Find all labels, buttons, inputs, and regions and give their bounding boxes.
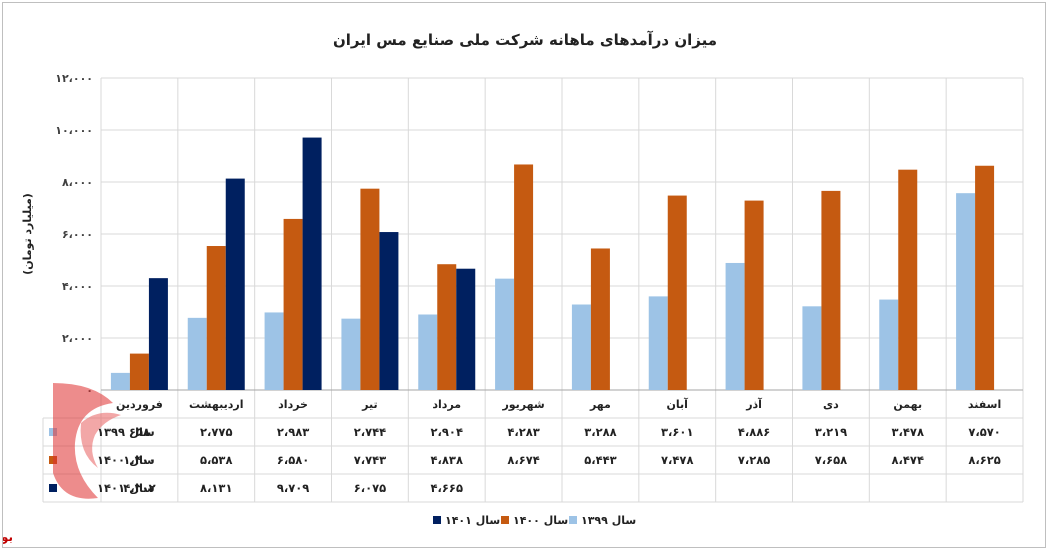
data-label: ۲،۹۸۳ [277, 425, 309, 439]
data-label: ۴،۲۸۳ [507, 425, 539, 439]
y-tick-label: ۸،۰۰۰ [62, 176, 93, 189]
category-label: شهریور [501, 398, 544, 411]
table-legend-key [49, 484, 57, 492]
bar-2-6 [514, 164, 534, 390]
bar-3-3 [302, 137, 322, 390]
table-series-name: سال ۱۳۹۹ [97, 425, 155, 439]
chart-title: میزان درآمدهای ماهانه شرکت ملی صنایع مس … [333, 31, 717, 49]
bar-1-4 [341, 318, 361, 390]
bar-2-10 [821, 190, 841, 390]
data-label: ۹،۷۰۹ [277, 481, 309, 495]
data-label: ۵،۵۳۸ [200, 453, 232, 467]
y-tick-label: ۴،۰۰۰ [62, 280, 93, 293]
bar-3-2 [225, 178, 245, 390]
bar-1-3 [264, 312, 284, 390]
bar-2-12 [975, 165, 995, 390]
data-label: ۳،۲۱۹ [815, 425, 847, 439]
category-label: فروردین [116, 398, 163, 411]
bar-1-6 [495, 278, 515, 390]
category-label: مهر [589, 398, 611, 411]
bar-3-4 [379, 232, 399, 390]
y-tick-label: ۱۲،۰۰۰ [55, 72, 93, 85]
data-label: ۳،۴۷۸ [892, 425, 924, 439]
bar-1-5 [418, 314, 438, 390]
data-label: ۳،۶۰۱ [661, 425, 693, 439]
y-tick-label: ۱۰،۰۰۰ [55, 124, 93, 137]
data-label: ۸،۶۷۴ [507, 453, 539, 467]
category-label: مرداد [432, 398, 461, 411]
data-label: ۵،۴۴۳ [584, 453, 616, 467]
category-label: دی [823, 398, 839, 411]
bar-1-12 [956, 193, 976, 390]
data-label: ۸،۶۲۵ [968, 453, 1000, 467]
bar-2-4 [360, 188, 380, 390]
legend-key [433, 516, 441, 524]
data-label: ۷،۲۸۵ [738, 453, 770, 467]
legend-entry: سال ۱۴۰۰ [513, 514, 568, 527]
category-label: تیر [361, 398, 377, 411]
y-tick-label: ۶،۰۰۰ [62, 228, 93, 241]
bar-1-7 [571, 304, 591, 390]
data-label: ۷،۴۷۸ [661, 453, 693, 467]
table-series-name: سال ۱۴۰۱ [97, 481, 155, 495]
bar-2-1 [129, 353, 149, 390]
category-label: بهمن [893, 398, 922, 411]
data-label: ۸،۱۳۱ [200, 481, 232, 495]
data-label: ۴،۶۶۵ [431, 481, 463, 495]
category-label: اردیبهشت [189, 398, 243, 411]
data-label: ۴،۸۸۶ [738, 425, 770, 439]
table-series-name: سال ۱۴۰۰ [97, 453, 155, 467]
data-label: ۷،۷۴۳ [354, 453, 386, 467]
bar-1-1 [110, 372, 130, 390]
data-label: ۳،۲۸۸ [584, 425, 616, 439]
category-label: آبان [667, 397, 689, 411]
bar-2-5 [437, 264, 457, 390]
category-label: خرداد [278, 398, 308, 411]
data-label: ۴،۸۳۸ [431, 453, 463, 467]
y-axis-label: (میلیارد تومان) [21, 193, 34, 275]
bar-3-5 [456, 268, 476, 390]
data-label: ۶۵۸ [129, 425, 150, 439]
legend-entry: سال ۱۴۰۱ [445, 514, 500, 527]
bar-2-3 [283, 218, 303, 390]
category-label: اسفند [968, 398, 1001, 411]
watermark-logo [53, 383, 121, 499]
data-label: ۲،۹۰۴ [431, 425, 463, 439]
source-brand: بورس نیوز [3, 530, 13, 545]
bar-2-7 [590, 248, 610, 390]
legend-key [501, 516, 509, 524]
y-tick-label: ۲،۰۰۰ [62, 332, 93, 345]
bar-1-2 [187, 317, 207, 390]
legend-entry: سال ۱۳۹۹ [581, 514, 636, 527]
bar-2-9 [744, 200, 764, 390]
bar-3-1 [148, 278, 168, 390]
bar-2-2 [206, 246, 226, 390]
data-label: ۷،۵۷۰ [968, 425, 1000, 439]
data-label: ۷،۶۵۸ [815, 453, 847, 467]
bar-1-10 [802, 306, 822, 390]
legend-key [569, 516, 577, 524]
bar-1-8 [648, 296, 668, 390]
data-label: ۸،۴۷۴ [892, 453, 924, 467]
data-label: ۲،۷۷۵ [200, 425, 232, 439]
bar-chart: میزان درآمدهای ماهانه شرکت ملی صنایع مس … [3, 31, 1024, 545]
data-label: ۴،۳۰۲ [123, 481, 155, 495]
data-label: ۲،۷۴۴ [354, 425, 386, 439]
data-label: ۶،۰۷۵ [354, 481, 386, 495]
data-label: ۶،۵۸۰ [277, 453, 309, 467]
bar-2-8 [667, 195, 687, 390]
bar-1-9 [725, 262, 745, 390]
bar-1-11 [879, 299, 899, 390]
data-label: ۱،۴۰۰ [123, 453, 155, 467]
bar-2-11 [898, 169, 918, 390]
category-label: آذر [745, 397, 762, 411]
